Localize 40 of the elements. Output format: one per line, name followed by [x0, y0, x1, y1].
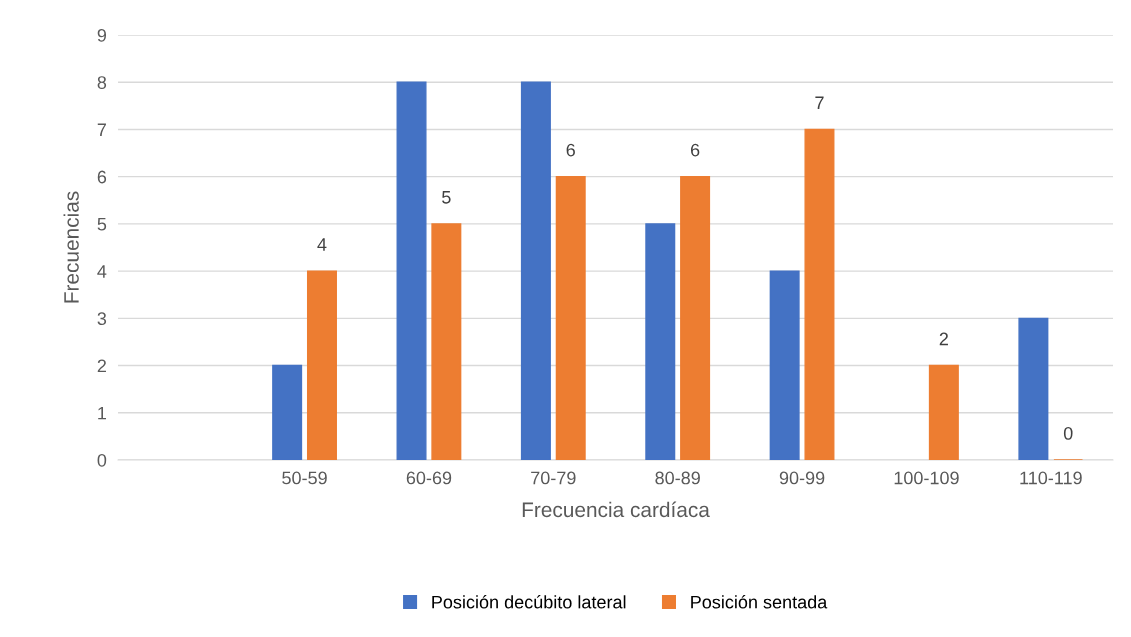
x-tick-label: 80-89: [655, 471, 700, 485]
bar: [306, 270, 337, 460]
bar: [645, 223, 676, 460]
y-tick-label: 3: [97, 312, 107, 326]
data-label: 4: [317, 238, 327, 251]
bar: [555, 175, 586, 460]
data-label: 6: [691, 143, 700, 157]
x-axis-title: Frecuencia cardíaca: [522, 501, 710, 518]
x-tick-label: 70-79: [531, 471, 576, 485]
y-tick-label: 7: [97, 123, 106, 136]
bar: [431, 223, 462, 460]
y-axis-title: Frecuencias: [63, 191, 79, 303]
data-label: 2: [939, 332, 948, 346]
y-tick-label: 5: [97, 218, 107, 231]
bar: [272, 364, 303, 460]
x-tick-label: 100-109: [894, 471, 959, 485]
data-label: 7: [815, 96, 824, 110]
bar: [680, 175, 711, 460]
y-tick-label: 8: [97, 76, 107, 89]
y-tick-label: 9: [97, 28, 107, 42]
legend-label: Posición sentada: [691, 595, 828, 609]
y-tick-label: 4: [97, 265, 107, 278]
data-label: 6: [566, 143, 575, 157]
y-tick-label: 0: [97, 453, 107, 467]
data-label: 5: [442, 191, 451, 204]
x-tick-label: 110-119: [1020, 471, 1082, 485]
x-tick-label: 90-99: [779, 471, 825, 485]
bar: [769, 270, 800, 460]
y-tick-label: 1: [98, 406, 107, 420]
bar: [1018, 317, 1049, 460]
y-tick-label: 6: [97, 170, 107, 184]
x-tick-label: 50-59: [282, 471, 327, 485]
bar: [804, 128, 835, 460]
bar: [520, 81, 551, 460]
x-tick-label: 60-69: [406, 471, 452, 485]
data-label: 0: [1063, 426, 1073, 440]
y-tick-label: 2: [97, 359, 106, 373]
bar: [928, 364, 959, 460]
legend-label: Posición decúbito lateral: [432, 595, 626, 609]
bar: [396, 81, 427, 460]
